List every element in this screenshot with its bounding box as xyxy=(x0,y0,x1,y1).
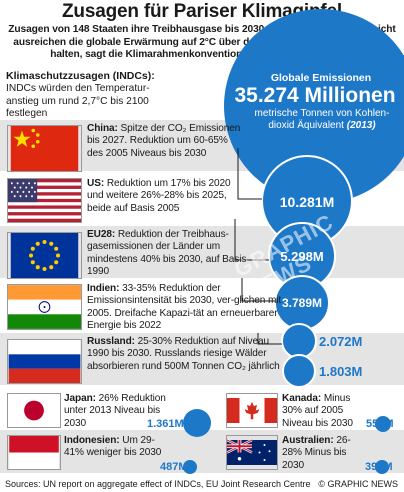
band-indonesia-australia xyxy=(0,430,404,473)
us-emissions: 5.298M xyxy=(280,249,324,264)
china-emissions: 10.281M xyxy=(279,194,335,210)
australia-flag-icon xyxy=(226,435,278,470)
global-label: Globale Emissionen xyxy=(270,72,372,84)
india-flag-icon xyxy=(7,284,82,330)
china-pledge: China: Spitze der CO₂ Emissionen bis 202… xyxy=(87,123,241,159)
bubble-canada xyxy=(375,416,391,432)
australia-emissions: 395M xyxy=(365,461,393,473)
eu-flag-icon xyxy=(7,232,82,279)
leader-india xyxy=(257,333,282,345)
leader-china xyxy=(237,148,262,200)
australia-pledge: Australien: 26-28% Minus bis 2030 xyxy=(282,435,351,471)
page-subtitle: Zusagen von 148 Staaten ihre Treibhausga… xyxy=(8,24,396,61)
india-emissions: 2.072M xyxy=(319,334,363,349)
india-pledge: Indien: 33-35% Reduktion der Emissionsin… xyxy=(87,283,282,332)
russia-pledge: Russland: 25-30% Reduktion auf Niveau 19… xyxy=(87,336,280,372)
source-note: Sources: UN report on aggregate effect o… xyxy=(5,479,311,489)
bubble-australia xyxy=(375,460,389,474)
copyright: © GRAPHIC NEWS xyxy=(318,479,398,489)
us-pledge: US: Reduktion um 17% bis 2020 und weiter… xyxy=(87,178,231,214)
us-flag-icon xyxy=(7,178,82,223)
bubble-india xyxy=(281,323,317,359)
page-title: Zusagen für Pariser Klimagipfel xyxy=(62,1,342,22)
canada-emissions: 551M xyxy=(366,418,394,430)
china-flag-icon xyxy=(7,125,82,172)
indc-header: Klimaschutzzusagen (INDCs): xyxy=(6,70,155,82)
japan-pledge: Japan: 26% Reduktion unter 2013 Niveau b… xyxy=(64,393,166,429)
leader-us xyxy=(234,219,269,261)
eu-pledge: EU28: Reduktion der Treibhaus-gasemissio… xyxy=(87,229,247,278)
leader-eu xyxy=(241,278,275,302)
bubble-global xyxy=(224,9,404,203)
russia-flag-icon xyxy=(7,339,82,384)
indc-intro: INDCs würden den Temperatur-anstieg um r… xyxy=(6,83,150,119)
bubble-indonesia xyxy=(183,460,197,474)
japan-flag-icon xyxy=(7,393,61,428)
russia-emissions: 1.803M xyxy=(319,364,363,379)
eu-emissions: 3.789M xyxy=(281,296,323,310)
canada-flag-icon xyxy=(226,393,278,428)
indonesia-pledge: Indonesien: Um 29-41% weniger bis 2030 xyxy=(64,435,162,459)
indonesia-emissions: 487M xyxy=(160,461,188,473)
global-value: 35.274 Millionen xyxy=(234,84,396,107)
global-desc: metrische Tonnen von Kohlen-dioxid Äquiv… xyxy=(254,108,390,131)
indonesia-flag-icon xyxy=(7,435,61,470)
japan-emissions: 1.361M xyxy=(147,418,184,430)
bubble-japan xyxy=(183,409,211,437)
bubble-russia xyxy=(282,354,316,388)
canada-pledge: Kanada: Minus 30% auf 2005 Niveau bis 20… xyxy=(282,393,353,429)
